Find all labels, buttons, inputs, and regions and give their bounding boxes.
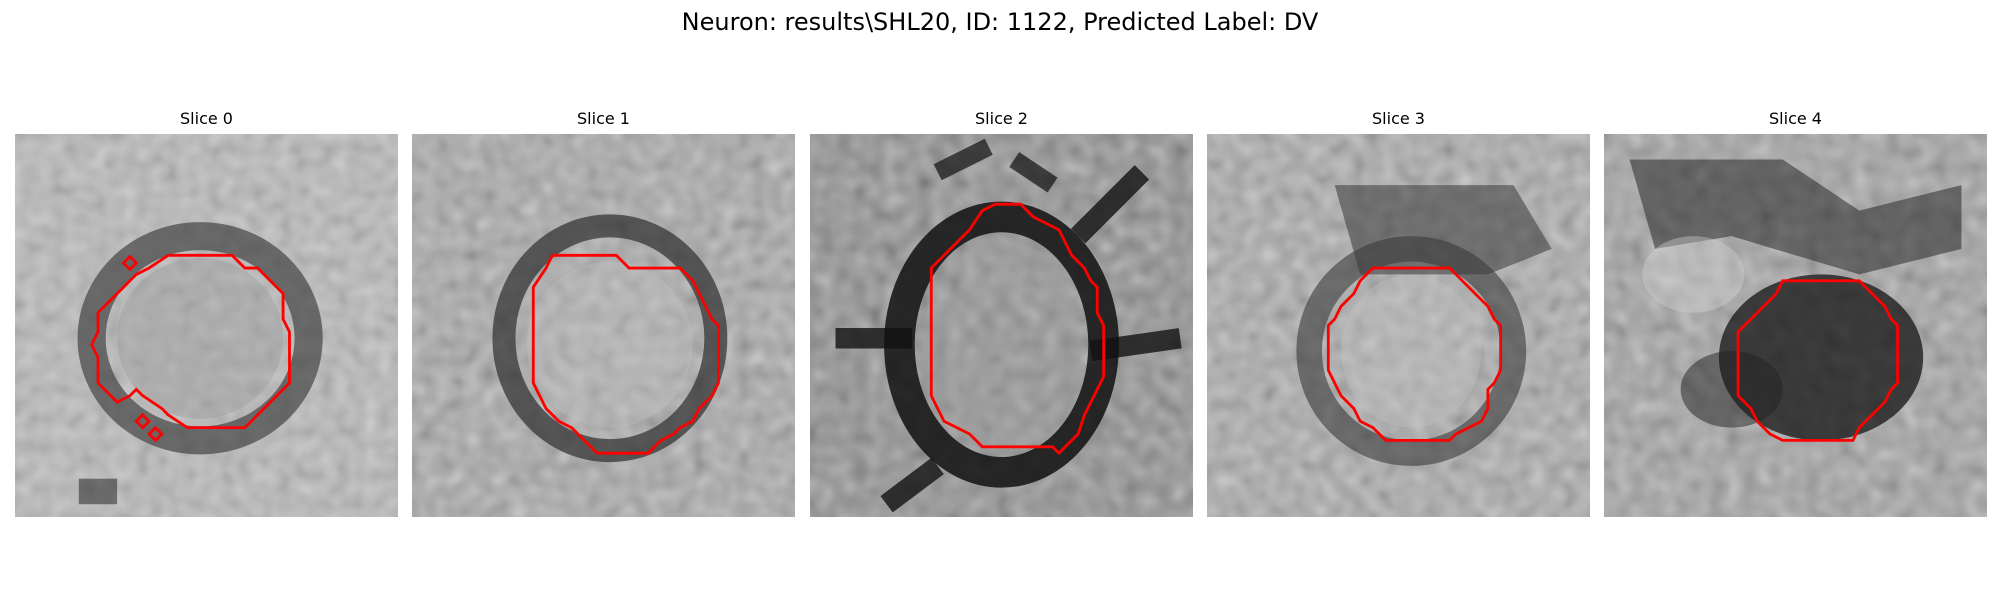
slice-0-image	[15, 134, 398, 517]
slice-4-image	[1604, 134, 1987, 517]
slice-3-image	[1207, 134, 1590, 517]
panel-title-slice-3: Slice 3	[1372, 109, 1425, 128]
slice-1-image	[412, 134, 795, 517]
figure-title: Neuron: results\SHL20, ID: 1122, Predict…	[681, 8, 1319, 36]
panel-title-slice-0: Slice 0	[180, 109, 233, 128]
contour-fragment-slice-0-a	[121, 254, 139, 272]
contour-slice-3	[1326, 266, 1503, 442]
contour-fragment-slice-0-c	[147, 425, 164, 443]
contour-fragment-slice-0-b	[134, 412, 152, 430]
panel-title-slice-4: Slice 4	[1769, 109, 1822, 128]
panel-title-slice-1: Slice 1	[577, 109, 630, 128]
panel-title-slice-2: Slice 2	[975, 109, 1028, 128]
contour-slice-4	[1736, 279, 1900, 442]
contour-slice-1	[531, 253, 720, 455]
slice-2-image	[810, 134, 1193, 517]
contour-slice-0	[90, 253, 291, 430]
contour-slice-2	[929, 202, 1106, 456]
